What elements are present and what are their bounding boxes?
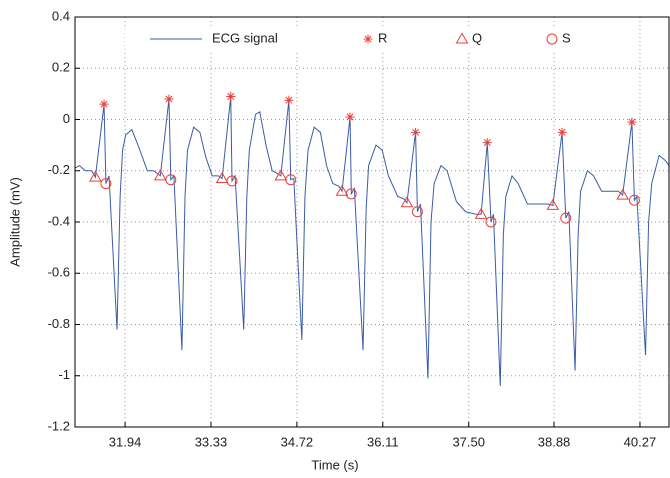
legend-swatch [546, 33, 558, 45]
marker-circle [411, 206, 423, 218]
y-tick-label: -0.8 [48, 316, 70, 331]
marker-star [627, 117, 637, 127]
marker-circle [628, 194, 640, 206]
signal-line [75, 96, 669, 387]
x-tick-label: 36.11 [367, 434, 399, 449]
marker-circle [345, 188, 357, 200]
marker-triangle [474, 207, 488, 219]
marker-star [345, 112, 355, 122]
marker-triangle [215, 171, 229, 183]
x-tick-label: 38.88 [538, 434, 571, 449]
marker-star [411, 127, 421, 137]
marker-star [557, 127, 567, 137]
x-tick-label: 40.27 [624, 434, 657, 449]
legend-label: R [378, 30, 387, 45]
marker-triangle [616, 188, 630, 200]
y-tick-label: -1.2 [48, 418, 70, 433]
y-tick-label: -1 [58, 367, 70, 382]
x-tick-label: 34.72 [281, 434, 314, 449]
marker-triangle [335, 184, 349, 196]
marker-circle [285, 174, 297, 186]
plot-border [74, 16, 670, 428]
marker-star [284, 95, 294, 105]
legend-swatch [455, 32, 469, 44]
x-tick-label: 33.33 [195, 434, 228, 449]
marker-star [164, 94, 174, 104]
y-tick-label: -0.2 [48, 162, 70, 177]
x-tick-label: 31.94 [109, 434, 142, 449]
marker-circle [100, 178, 112, 189]
marker-circle [485, 216, 497, 228]
y-tick-label: 0.2 [52, 60, 70, 75]
legend-label: S [562, 30, 571, 45]
x-tick-label: 37.50 [452, 434, 485, 449]
marker-star [99, 99, 109, 109]
marker-circle [226, 175, 238, 187]
y-tick-label: -0.4 [48, 213, 70, 228]
marker-triangle [274, 169, 288, 181]
marker-triangle [89, 170, 102, 182]
y-tick-label: 0 [63, 111, 70, 126]
marker-circle [165, 174, 177, 186]
x-axis-label: Time (s) [311, 457, 358, 472]
y-tick-label: -0.6 [48, 265, 70, 280]
legend-label: Q [472, 30, 482, 45]
marker-star [482, 138, 492, 148]
marker-star [226, 91, 236, 101]
legend: ECG signal R Q S [125, 28, 603, 50]
y-tick-label: 0.4 [52, 8, 70, 23]
legend-swatch [363, 34, 373, 44]
plot-series [75, 91, 669, 387]
y-axis-label: Amplitude (mV) [7, 177, 22, 267]
marker-circle [560, 212, 572, 224]
marker-triangle [546, 198, 560, 210]
marker-triangle [153, 169, 167, 181]
legend-label: ECG signal [212, 30, 278, 45]
marker-triangle [400, 196, 414, 208]
